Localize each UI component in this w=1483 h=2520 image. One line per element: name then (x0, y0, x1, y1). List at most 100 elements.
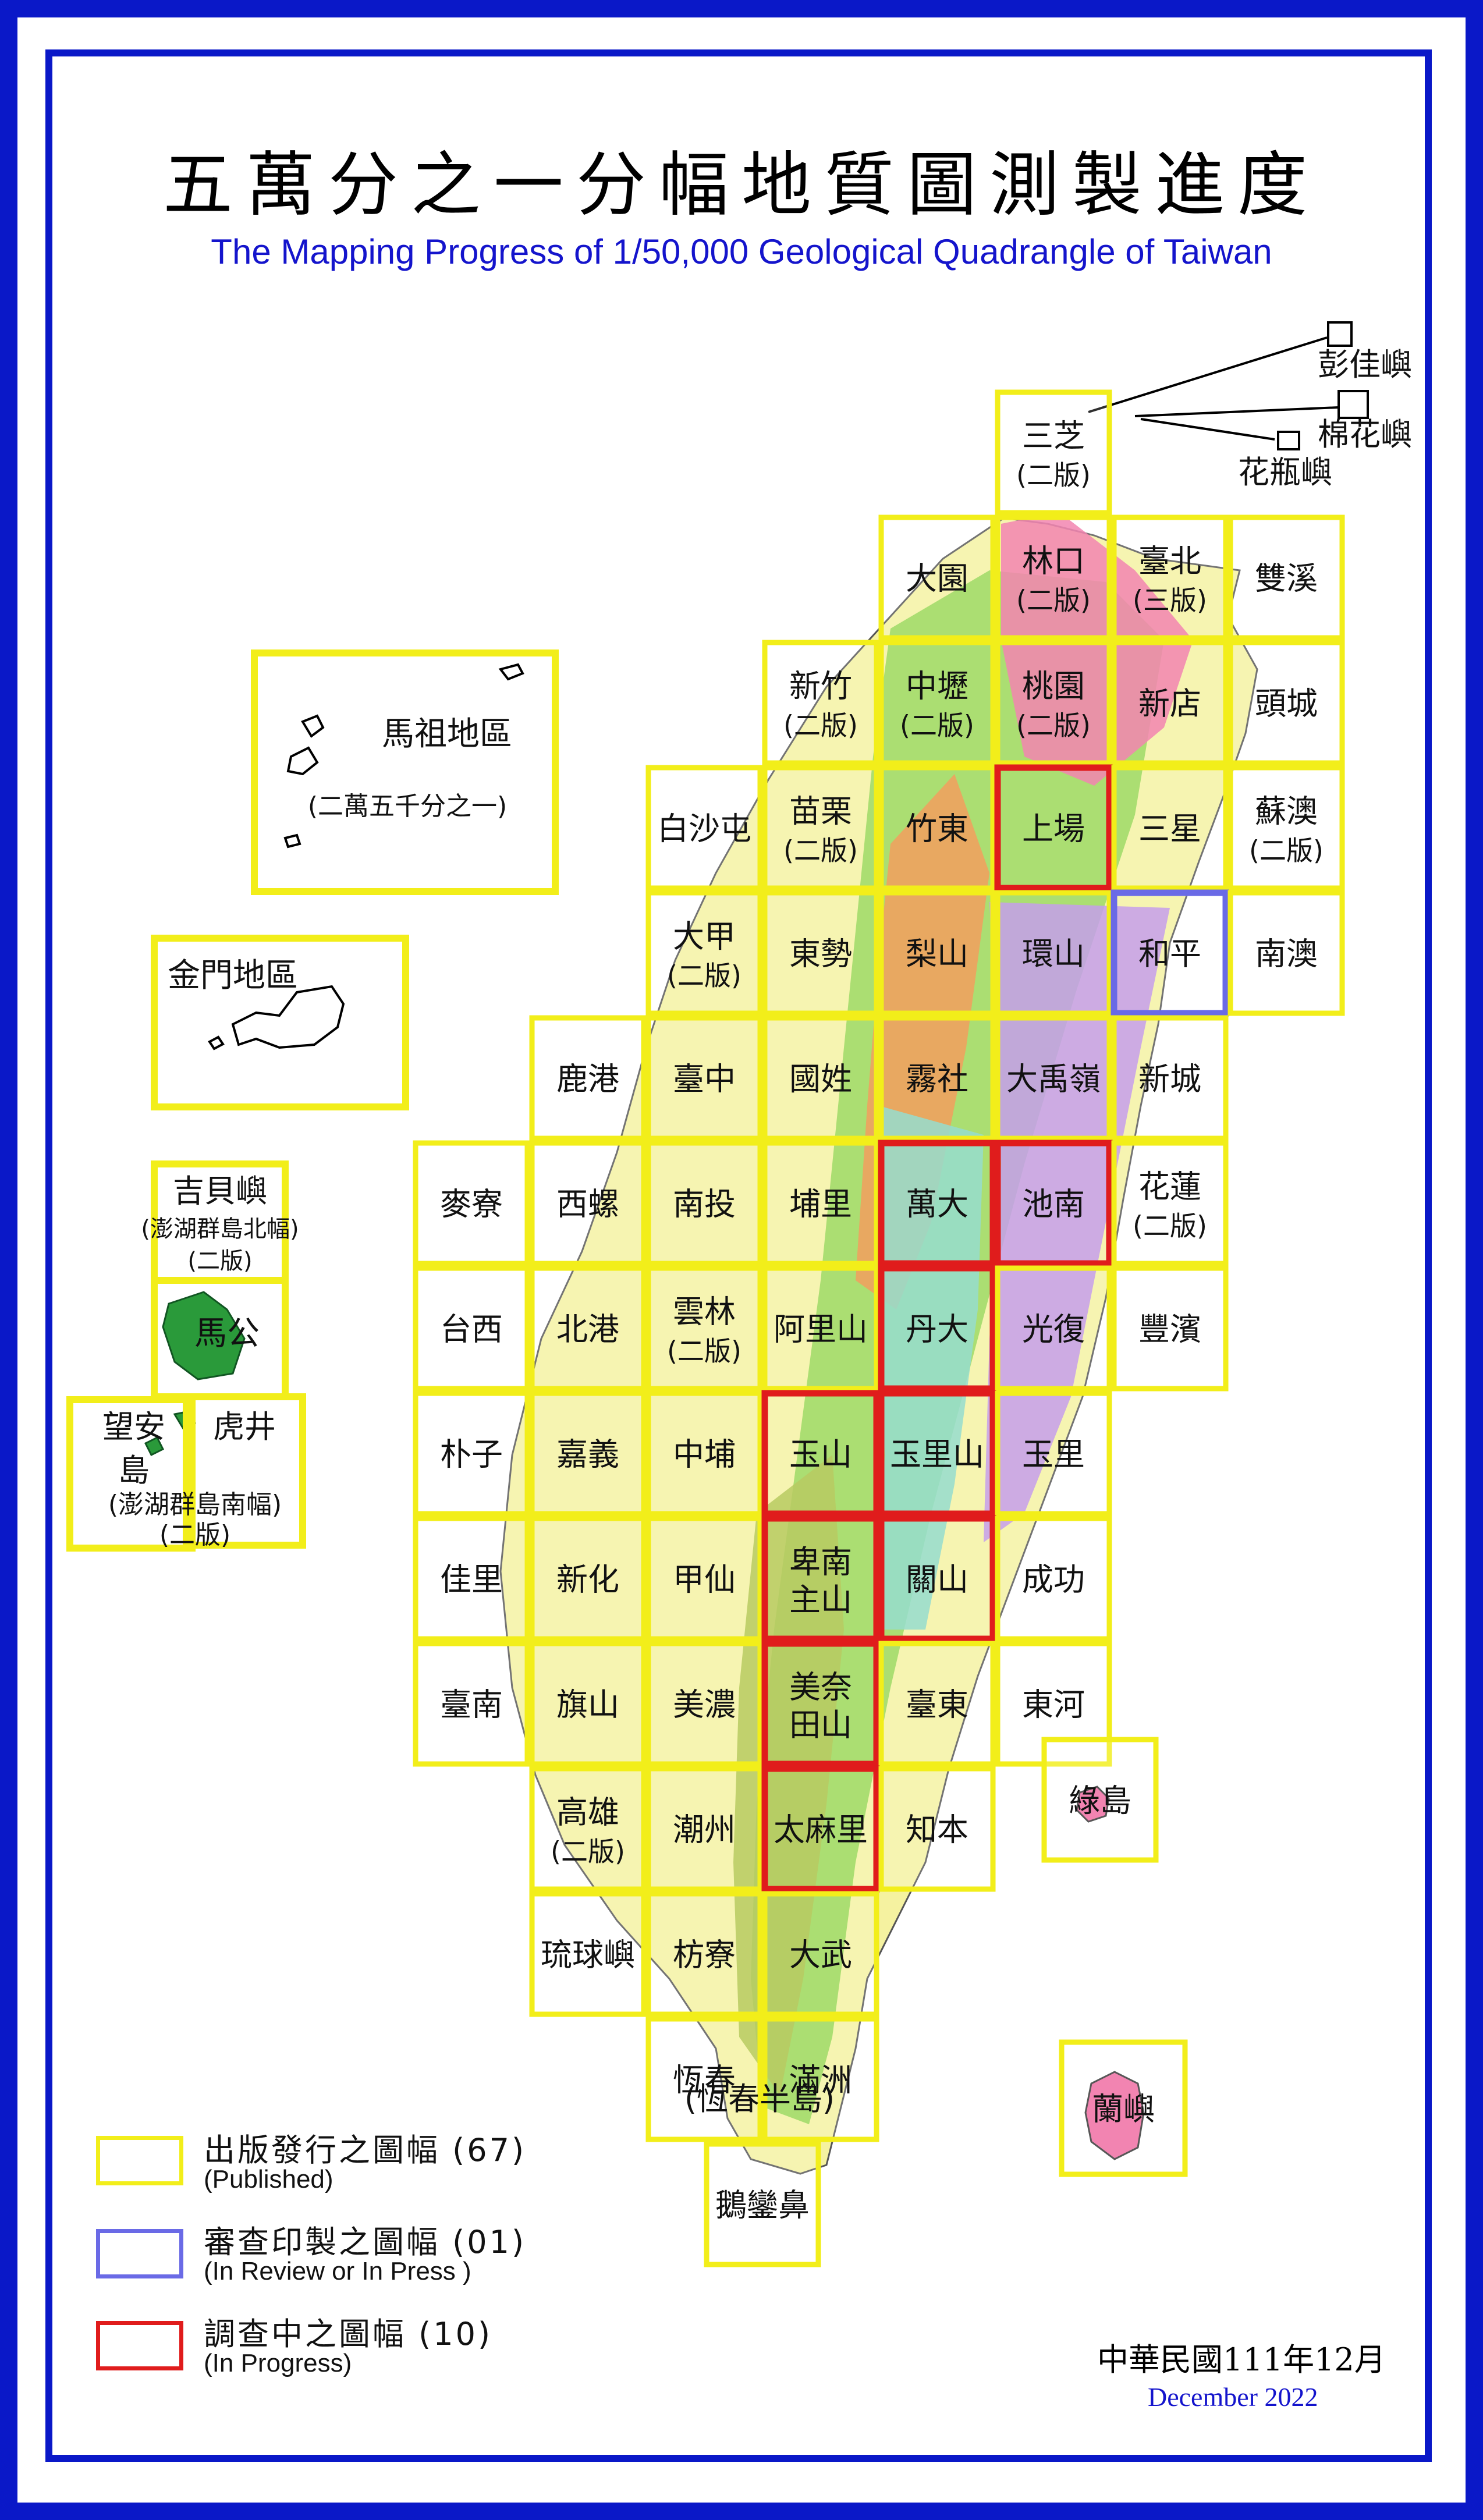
legend-swatch-in-progress (96, 2321, 183, 2370)
sheet-54-frame (995, 1515, 1112, 1642)
sheet-47-name: 玉里山 (890, 1436, 984, 1473)
sheet-69-name: 滿洲 (789, 2062, 852, 2099)
sheet-39-name: 阿里山 (774, 1311, 868, 1348)
sheet-27-frame (995, 1015, 1112, 1141)
penghu-north-note: (澎湖群島北幅) (141, 1216, 299, 1243)
sheet-38-frame (645, 1265, 763, 1392)
sheet-72-frame (1059, 2039, 1188, 2177)
sheet-35-name: 花蓮 (1138, 1169, 1201, 1205)
sheet-5-frame (1227, 514, 1345, 641)
sheet-40-frame (878, 1265, 996, 1392)
sheet-3-frame (995, 514, 1112, 641)
sheet-29-frame (413, 1140, 530, 1266)
matsu-label: 馬祖地區 (382, 715, 512, 753)
sheet-17-frame (645, 890, 763, 1016)
sheet-6-name: 新竹 (789, 668, 852, 705)
sheet-23-name: 鹿港 (556, 1061, 619, 1098)
sheet-46-name: 玉山 (789, 1436, 852, 1473)
sheet-30-frame (529, 1140, 647, 1266)
sheet-70-frame (704, 2141, 821, 2267)
date-english: December 2022 (1148, 2382, 1318, 2412)
sheet-52-subname: 主山 (789, 1582, 852, 1619)
sheet-2-name: 大園 (906, 560, 968, 597)
sheet-26-frame (878, 1015, 996, 1141)
sheet-51-name: 甲仙 (673, 1561, 736, 1598)
map-border (45, 49, 1432, 2462)
sheet-29-name: 麥寮 (440, 1186, 503, 1223)
sheet-19-frame (878, 890, 996, 1016)
matsu-islands (283, 663, 524, 849)
legend-en-in-review: (In Review or In Press ) (204, 2257, 471, 2285)
sheet-54-name: 成功 (1022, 1561, 1085, 1598)
islet-leaders (1088, 321, 1369, 450)
sheet-44-name: 嘉義 (556, 1436, 619, 1473)
sheet-23-frame (529, 1015, 647, 1141)
hengchun-peninsula-note: (恆春半島) (684, 2081, 835, 2117)
sheet-60-name: 東河 (1022, 1687, 1085, 1723)
sheet-9-name: 新店 (1138, 686, 1201, 722)
sheet-26-name: 霧社 (906, 1061, 968, 1098)
sheet-10-name: 頭城 (1255, 686, 1318, 722)
sheet-36-frame (413, 1265, 530, 1392)
sheet-11-frame (645, 765, 763, 891)
sheet-7-frame (878, 640, 996, 766)
sheet-32-name: 埔里 (789, 1186, 852, 1223)
sheet-16-name: 蘇澳 (1255, 793, 1318, 830)
sheet-4-name: 臺北 (1138, 543, 1201, 580)
magong-label: 馬公 (194, 1315, 260, 1353)
sheet-41-frame (995, 1265, 1112, 1392)
sheet-32-frame (762, 1140, 879, 1266)
sheet-49-name: 佳里 (440, 1561, 503, 1598)
sheet-11-name: 白沙屯 (657, 811, 751, 847)
sheet-65-name: 琉球嶼 (541, 1937, 635, 1974)
sheet-33-name: 萬大 (906, 1186, 968, 1223)
sheet-1-subname: (二版) (1016, 460, 1091, 491)
sheet-64-frame (878, 1766, 996, 1892)
sheet-3-name: 林口 (1022, 543, 1085, 580)
sheet-71-name: 綠島 (1069, 1783, 1131, 1819)
sheet-34-frame (994, 1140, 1113, 1267)
penghu-south-note: (澎湖群島南幅) (108, 1490, 282, 1520)
sheet-7-name: 中壢 (906, 668, 968, 705)
sheet-16-frame (1227, 765, 1345, 891)
sheet-18-name: 東勢 (789, 936, 852, 972)
sheet-48-frame (995, 1390, 1112, 1517)
sheet-60-frame (995, 1641, 1112, 1767)
sheet-22-frame (1227, 890, 1345, 1016)
sheet-4-frame (1111, 514, 1229, 641)
legend-swatch-published (96, 2136, 183, 2185)
sheet-69-frame (762, 2016, 879, 2142)
sheet-53-name: 關山 (906, 1561, 968, 1598)
sheet-61-name: 高雄 (556, 1794, 619, 1831)
sheet-67-name: 大武 (789, 1937, 852, 1974)
sheet-64-name: 知本 (906, 1812, 968, 1848)
sheet-63-name: 太麻里 (774, 1812, 868, 1848)
legend-en-published: (Published) (204, 2165, 334, 2194)
sheet-57-name: 美濃 (673, 1687, 736, 1723)
penghu-south-edition: (二版) (159, 1520, 230, 1550)
sheet-14-frame (994, 764, 1113, 892)
sheet-3-subname: (二版) (1016, 585, 1091, 616)
penghu-huijing-frame (183, 1393, 306, 1549)
sheet-21-name: 和平 (1138, 936, 1201, 972)
sheet-15-frame (1111, 765, 1229, 891)
sheet-28-frame (1111, 1015, 1229, 1141)
sheet-40-name: 丹大 (906, 1311, 968, 1348)
sheet-70-name: 鵝鑾鼻 (715, 2187, 810, 2224)
sheet-62-name: 潮州 (673, 1812, 736, 1848)
sheet-35-subname: (二版) (1133, 1211, 1207, 1242)
huijing-label: 虎井 (213, 1408, 276, 1445)
sheet-36-name: 台西 (440, 1311, 503, 1348)
penghu-north-edition: (二版) (187, 1248, 252, 1275)
sheet-51-frame (645, 1515, 763, 1642)
sheet-19-name: 梨山 (906, 936, 968, 972)
sheet-46-frame (761, 1390, 880, 1517)
sheet-38-subname: (二版) (667, 1336, 742, 1367)
sheet-20-name: 環山 (1022, 936, 1085, 972)
sheet-45-name: 中埔 (673, 1436, 736, 1473)
sheet-30-name: 西螺 (556, 1186, 619, 1223)
sheet-13-frame (878, 765, 996, 891)
sheet-10-frame (1227, 640, 1345, 766)
sheet-25-name: 國姓 (789, 1061, 852, 1098)
